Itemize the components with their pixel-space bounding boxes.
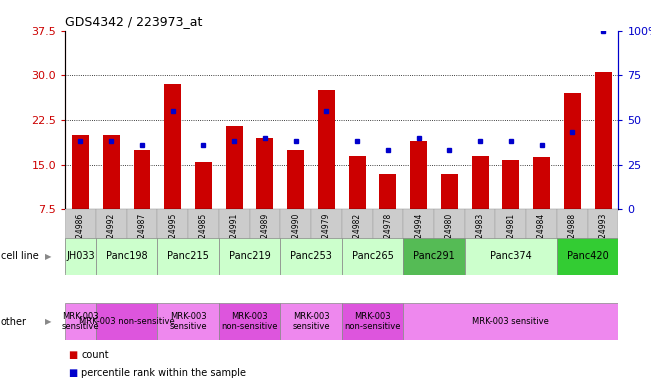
Bar	[311, 209, 342, 273]
Text: MRK-003
sensitive: MRK-003 sensitive	[169, 312, 207, 331]
Bar	[219, 238, 281, 275]
Text: GSM924991: GSM924991	[230, 212, 239, 259]
Bar	[403, 238, 465, 275]
Text: Panc420: Panc420	[567, 251, 609, 262]
Text: MRK-003
non-sensitive: MRK-003 non-sensitive	[221, 312, 278, 331]
Bar	[133, 150, 150, 209]
Text: GSM924989: GSM924989	[260, 212, 270, 259]
Bar	[281, 303, 342, 340]
Bar	[158, 303, 219, 340]
Text: GSM924986: GSM924986	[76, 212, 85, 259]
Text: Panc198: Panc198	[105, 251, 147, 262]
Bar	[349, 156, 366, 209]
Bar	[281, 238, 342, 275]
Bar	[342, 209, 372, 273]
Text: GDS4342 / 223973_at: GDS4342 / 223973_at	[65, 15, 202, 28]
Bar	[434, 209, 465, 273]
Bar	[188, 209, 219, 273]
Bar	[103, 135, 120, 209]
Bar	[72, 135, 89, 209]
Text: MRK-003 sensitive: MRK-003 sensitive	[473, 317, 549, 326]
Bar	[495, 209, 526, 273]
Bar	[403, 209, 434, 273]
Text: GSM924979: GSM924979	[322, 212, 331, 259]
Text: GSM924984: GSM924984	[537, 212, 546, 259]
Text: Panc265: Panc265	[352, 251, 393, 262]
Bar	[342, 303, 403, 340]
Bar	[96, 238, 158, 275]
Bar	[465, 209, 495, 273]
Bar	[65, 303, 96, 340]
Bar	[164, 84, 181, 209]
Bar	[96, 303, 158, 340]
Bar	[219, 303, 281, 340]
Bar	[441, 174, 458, 209]
Bar	[126, 209, 158, 273]
Text: MRK-003
non-sensitive: MRK-003 non-sensitive	[344, 312, 401, 331]
Bar	[65, 238, 96, 275]
Text: GSM924987: GSM924987	[137, 212, 146, 259]
Text: Panc374: Panc374	[490, 251, 532, 262]
Text: GSM924990: GSM924990	[291, 212, 300, 259]
Bar	[249, 209, 281, 273]
Bar	[158, 238, 219, 275]
Bar	[158, 209, 188, 273]
Bar	[472, 156, 488, 209]
Bar	[380, 174, 396, 209]
Bar	[533, 157, 550, 209]
Bar	[557, 238, 618, 275]
Text: MRK-003
sensitive: MRK-003 sensitive	[292, 312, 330, 331]
Text: MRK-003 non-sensitive: MRK-003 non-sensitive	[79, 317, 174, 326]
Text: GSM924985: GSM924985	[199, 212, 208, 259]
Bar	[372, 209, 403, 273]
Text: GSM924978: GSM924978	[383, 212, 393, 259]
Bar	[557, 209, 588, 273]
Bar	[588, 209, 618, 273]
Bar	[403, 303, 618, 340]
Bar	[342, 238, 403, 275]
Bar	[503, 160, 519, 209]
Text: GSM924983: GSM924983	[476, 212, 484, 259]
Text: GSM924992: GSM924992	[107, 212, 116, 259]
Bar	[281, 209, 311, 273]
Bar	[96, 209, 126, 273]
Bar	[410, 141, 427, 209]
Text: ■: ■	[68, 350, 77, 360]
Text: Panc291: Panc291	[413, 251, 455, 262]
Text: Panc219: Panc219	[229, 251, 270, 262]
Text: cell line: cell line	[1, 251, 38, 262]
Bar	[195, 162, 212, 209]
Text: JH033: JH033	[66, 251, 95, 262]
Text: GSM924982: GSM924982	[353, 212, 362, 258]
Bar	[465, 238, 557, 275]
Text: percentile rank within the sample: percentile rank within the sample	[81, 368, 246, 378]
Bar	[65, 209, 96, 273]
Text: GSM924995: GSM924995	[168, 212, 177, 259]
Bar	[318, 90, 335, 209]
Text: GSM924988: GSM924988	[568, 212, 577, 258]
Text: ▶: ▶	[45, 317, 51, 326]
Bar	[219, 209, 249, 273]
Text: MRK-003
sensitive: MRK-003 sensitive	[62, 312, 100, 331]
Bar	[526, 209, 557, 273]
Text: GSM924993: GSM924993	[598, 212, 607, 259]
Text: Panc215: Panc215	[167, 251, 209, 262]
Text: GSM924981: GSM924981	[506, 212, 516, 258]
Text: other: other	[1, 316, 27, 327]
Bar	[256, 138, 273, 209]
Bar	[287, 150, 304, 209]
Bar	[226, 126, 243, 209]
Text: ■: ■	[68, 368, 77, 378]
Bar	[594, 73, 611, 209]
Text: ▶: ▶	[45, 252, 51, 261]
Bar	[564, 93, 581, 209]
Text: Panc253: Panc253	[290, 251, 332, 262]
Text: GSM924994: GSM924994	[414, 212, 423, 259]
Text: GSM924980: GSM924980	[445, 212, 454, 259]
Text: count: count	[81, 350, 109, 360]
